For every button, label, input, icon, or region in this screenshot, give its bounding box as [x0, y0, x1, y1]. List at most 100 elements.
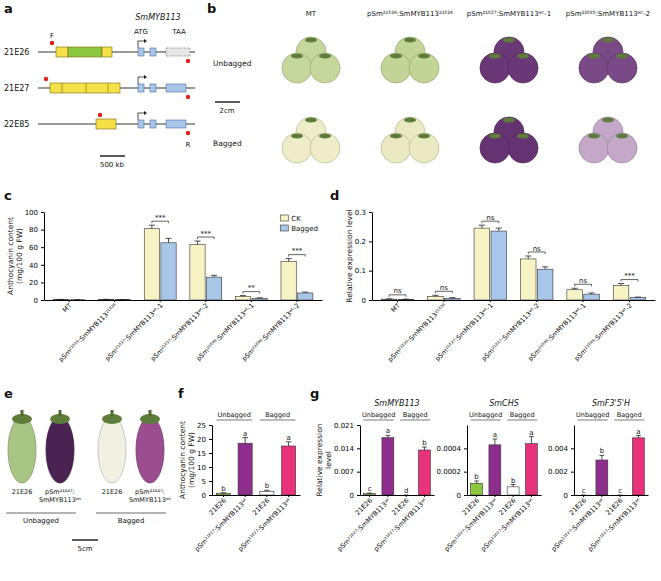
legend-item: CK — [280, 215, 301, 223]
group-label: Bagged — [118, 517, 145, 525]
error-bar-stem — [197, 241, 198, 245]
x-tick: MT — [61, 300, 73, 314]
exon — [166, 120, 186, 128]
bar — [53, 299, 68, 300]
y-tick: 100 — [25, 209, 44, 217]
y-tick: 0 — [350, 492, 360, 500]
y-tick: 10 — [197, 464, 212, 472]
error-bar — [474, 481, 479, 483]
y-tick-label: 80 — [29, 226, 38, 234]
y-tick: 0.021 — [334, 422, 360, 430]
scale-bar-label: 500 kb — [100, 161, 125, 169]
panel-letter: d — [330, 188, 339, 203]
error-bar — [385, 435, 390, 437]
fruit — [310, 53, 340, 83]
calyx — [305, 38, 317, 43]
panel-letter: e — [4, 386, 13, 401]
row-label: Bagged — [213, 139, 242, 148]
text-line: SmMYB113ʷᵗ — [39, 496, 81, 504]
allele-label: 22E85 — [4, 120, 29, 129]
promoter-box — [102, 47, 112, 57]
x-tick: pSm²¹ᴱ²⁷:SmMYB113ʷᵗ — [586, 495, 643, 553]
bar — [99, 299, 114, 300]
x-tick-mark — [601, 495, 602, 497]
y-tick-mark — [209, 425, 212, 426]
bar — [70, 299, 85, 300]
fruit-label: 21E26 — [12, 488, 33, 496]
x-tick: pSm²¹ᴱ²⁷:SmMYB113ʷᵗ — [479, 495, 536, 553]
calyx — [390, 134, 402, 139]
error-bar — [403, 299, 409, 300]
primer-dot — [98, 113, 102, 117]
error-bar-cap — [165, 238, 171, 239]
y-tick: 0.3 — [355, 209, 372, 217]
y-tick-label: 0 — [350, 492, 354, 500]
calyx — [404, 38, 416, 43]
fruit — [409, 133, 439, 163]
bar — [613, 285, 629, 300]
significance-letter: a — [286, 434, 290, 442]
y-tick: 0.007 — [334, 468, 360, 476]
legend-item: Bagged — [280, 225, 318, 233]
y-tick-mark — [464, 472, 467, 473]
bar — [298, 293, 313, 300]
y-tick-label: 0.2 — [355, 238, 366, 246]
y-tick-label: 60 — [29, 244, 38, 252]
error-bar-cap — [211, 275, 217, 276]
stem — [149, 410, 152, 416]
y-tick-mark — [357, 425, 360, 426]
panel-letter: f — [178, 386, 184, 401]
x-tick: pSm²²ᴱ⁸⁵:SmMYB113ʷᵗ-2 — [573, 300, 634, 363]
bar — [507, 487, 519, 495]
group-label: Unbagged — [362, 411, 395, 419]
x-tick-label: pSm²¹ᴱ²⁷:SmMYB113ʷᵗ — [586, 497, 643, 554]
text-line: SmMYB113ʷᵗ — [129, 496, 171, 504]
y-tick-mark — [41, 282, 44, 283]
fruit — [381, 133, 411, 163]
x-tick-label: pSm²¹ᴱ²⁷:SmMYB113ʷᵗ — [372, 497, 429, 554]
x-tick: pSm²²ᴱ⁸⁵:SmMYB113ʷᵗ-2 — [240, 300, 301, 363]
promoter-box — [56, 47, 68, 57]
plot-area — [216, 438, 295, 495]
fruit — [282, 133, 312, 163]
error-bar — [286, 442, 292, 446]
calyx — [305, 118, 317, 123]
stop-codon: TAA — [171, 28, 186, 36]
error-bar-cap — [240, 295, 246, 296]
error-bar — [302, 292, 308, 294]
primer-dot — [186, 59, 190, 63]
fruit-cluster — [480, 37, 538, 83]
error-bar — [449, 297, 455, 299]
scale-bar — [100, 155, 125, 157]
y-tick-label: 0.1 — [355, 267, 366, 275]
bar — [491, 231, 507, 300]
error-bar — [211, 275, 217, 277]
text-line: (mg/100 g FW) — [15, 228, 24, 284]
bar — [260, 492, 274, 495]
eggplant — [136, 417, 164, 483]
start-arrow — [138, 41, 144, 48]
promoter-box — [96, 119, 116, 129]
y-axis-line — [467, 426, 468, 496]
y-tick-label: 0 — [564, 492, 568, 500]
x-axis: MTpSm²¹ᴱ²⁶:SmMYB113²¹ᴱ²⁶pSm²¹ᴱ²⁷:SmMYB11… — [45, 300, 323, 364]
y-tick-mark — [209, 439, 212, 440]
exon-disrupted — [166, 48, 190, 56]
group-line — [400, 420, 430, 421]
y-tick: 0 — [457, 492, 467, 500]
group-label: Unbagged — [469, 411, 502, 419]
y-tick-mark — [41, 212, 44, 213]
error-bar-stem — [288, 442, 289, 446]
error-bar-cap — [58, 299, 64, 300]
bar — [489, 445, 501, 495]
box-divider — [62, 83, 63, 93]
stem — [59, 410, 62, 416]
significance-label: *** — [155, 214, 166, 222]
text-line: pSm²²ᴱ⁸⁵:SmMYB113ʷᵗ-2 — [566, 10, 650, 18]
y-tick-label: 0.021 — [334, 422, 354, 430]
x-tick-mark — [490, 300, 491, 302]
bar-chart: 00.00020.000421E26pSm²¹ᴱ²⁷:SmMYB113ʷᵗ21E… — [437, 399, 542, 553]
significance-letter: c — [618, 487, 622, 495]
error-bar-cap — [432, 295, 438, 296]
y-tick-mark — [357, 495, 360, 496]
